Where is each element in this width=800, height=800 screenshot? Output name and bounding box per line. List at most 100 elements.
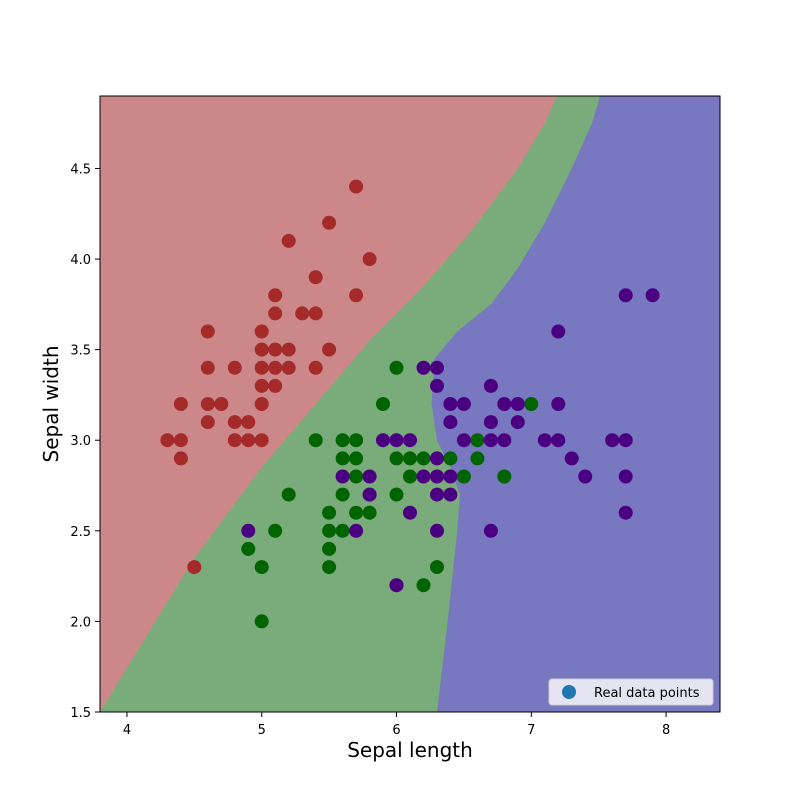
data-point-class-0 [349,288,364,303]
data-point-class-0 [187,560,202,575]
y-axis-label: Sepal width [39,346,63,463]
data-point-class-2 [551,433,566,448]
data-point-class-1 [389,487,404,502]
data-point-class-0 [281,342,296,357]
data-point-class-2 [430,451,444,466]
legend-marker [562,685,576,699]
x-tick-label: 8 [662,723,670,738]
data-point-class-0 [268,306,283,321]
x-tick-label: 4 [123,723,131,738]
y-tick-label: 4.5 [70,162,91,177]
data-point-class-0 [200,415,215,430]
data-point-class-1 [470,433,485,448]
y-tick-label: 4.0 [70,253,91,268]
data-point-class-2 [483,523,498,538]
data-point-class-2 [483,378,498,393]
legend-label: Real data points [594,686,700,701]
data-point-class-0 [281,233,296,248]
data-point-class-0 [254,397,269,411]
data-point-class-2 [537,433,552,448]
data-point-class-1 [389,360,404,375]
data-point-class-2 [376,433,390,448]
data-point-class-1 [443,451,458,466]
legend-box [548,678,714,706]
data-point-class-0 [254,360,269,375]
data-point-class-0 [295,306,310,321]
data-points [160,179,660,629]
data-point-class-1 [268,523,283,538]
data-point-class-2 [443,415,458,430]
data-point-class-0 [281,360,296,375]
data-point-class-2 [483,415,498,430]
data-point-class-1 [349,505,364,520]
data-point-class-0 [308,306,323,321]
data-point-class-2 [510,397,525,411]
data-point-class-2 [430,487,444,502]
data-point-class-2 [335,469,350,484]
data-point-class-0 [241,415,256,430]
data-point-class-1 [322,505,337,520]
x-tick-label: 5 [258,723,266,738]
data-point-class-1 [254,560,269,575]
y-tick-label: 2.0 [70,615,91,630]
data-point-class-2 [443,469,458,484]
data-point-class-2 [430,360,444,375]
y-tick-label: 2.5 [70,525,91,540]
data-point-class-2 [416,469,431,484]
data-point-class-1 [241,541,256,556]
data-point-class-2 [430,469,444,484]
data-point-class-2 [443,397,458,411]
x-tick-label: 7 [527,723,535,738]
data-point-class-1 [322,560,337,575]
y-axis: 1.5 2.0 2.5 3.0 3.5 4.0 4.5 [70,162,100,721]
data-point-class-0 [214,397,229,411]
data-point-class-2 [551,324,566,339]
y-tick-label: 3.5 [70,344,91,359]
data-point-class-0 [200,360,215,375]
data-point-class-0 [308,270,323,285]
data-point-class-1 [335,487,350,502]
data-point-class-2 [483,433,498,448]
data-point-class-1 [416,451,431,466]
data-point-class-2 [618,288,633,303]
data-point-class-2 [456,397,471,411]
data-point-class-2 [497,397,512,411]
data-point-class-2 [510,415,525,430]
data-point-class-0 [200,324,215,339]
data-point-class-0 [200,397,215,411]
data-point-class-1 [456,469,471,484]
data-point-class-1 [403,451,417,466]
data-point-class-2 [645,288,660,303]
x-tick-label: 6 [392,723,400,738]
data-point-class-2 [443,487,458,502]
data-point-class-1 [281,487,296,502]
data-point-class-2 [362,469,377,484]
data-point-class-2 [389,578,404,593]
data-point-class-2 [618,469,633,484]
y-tick-label: 1.5 [70,706,91,721]
data-point-class-0 [254,342,269,357]
data-point-class-1 [376,397,390,411]
data-point-class-0 [173,397,188,411]
x-axis: 4 5 6 7 8 [123,712,670,738]
data-point-class-2 [605,433,620,448]
data-point-class-2 [430,523,444,538]
data-point-class-1 [308,433,323,448]
data-point-class-2 [618,433,633,448]
data-point-class-2 [241,523,256,538]
decision-regions [100,96,720,712]
data-point-class-0 [308,360,323,375]
data-point-class-1 [389,451,404,466]
y-tick-label: 3.0 [70,434,91,449]
data-point-class-1 [349,433,364,448]
data-point-class-2 [389,433,404,448]
plot-frame [99,95,721,713]
data-point-class-2 [416,360,431,375]
data-point-class-0 [227,415,242,430]
data-point-class-0 [268,342,283,357]
data-point-class-1 [349,451,364,466]
data-point-class-1 [335,523,350,538]
data-point-class-1 [254,614,269,629]
data-point-class-0 [349,179,364,194]
data-point-class-1 [322,523,337,538]
